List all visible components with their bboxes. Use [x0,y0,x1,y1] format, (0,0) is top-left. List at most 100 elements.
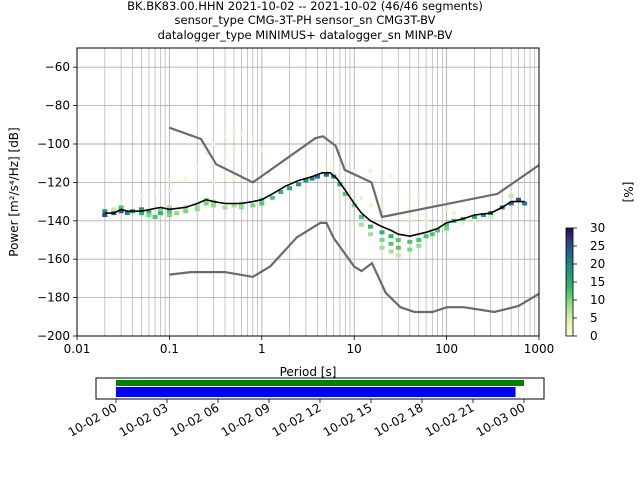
title-line-1: BK.BK83.00.HHN 2021-10-02 -- 2021-10-02 … [127,0,483,13]
density-cell [368,224,373,229]
colorbar-label: [%] [621,182,635,203]
density-cell [369,168,372,173]
density-cell [184,176,188,181]
title-line-2: sensor_type CMG-3T-PH sensor_sn CMG3T-BV [175,13,436,27]
density-cell [369,203,372,208]
density-cell [360,195,363,200]
density-cell [139,207,145,212]
density-cell [303,178,309,183]
colorbar-tick-label: 15 [590,275,605,289]
density-cell [212,180,215,185]
grid [76,48,539,337]
density-cell [166,205,172,210]
density-cell [368,232,373,237]
density-cell [395,253,401,258]
density-cell [508,201,514,206]
colorbar-tick-label: 20 [590,257,605,271]
density-cell [389,174,393,179]
density-cell [359,215,364,219]
density-cell [231,203,237,208]
density-cell [118,209,124,214]
timeline-tick-label: 10-03 00 [474,400,528,439]
density-cell [146,209,152,214]
density-cell [174,211,180,216]
colorbar-tick-label: 30 [590,221,605,235]
plot-background [77,48,539,336]
density-cell [223,153,227,158]
nhnm-line [169,126,540,219]
y-axis: −60 −80 −100 −120 −140 −160 −180 −200 [37,60,77,343]
timeline-tick-label: 10-02 09 [219,400,273,439]
density-cell [232,130,236,135]
density-cell [269,195,275,200]
density-cell [222,205,228,210]
density-cell [445,207,449,212]
y-tick-label: −100 [37,137,70,151]
density-cell [212,161,215,166]
density-cell [480,213,486,217]
density-cell [250,203,256,208]
density-cell [232,176,236,181]
density-cell [407,247,413,252]
colorbar-ramp [565,227,574,337]
density-cell [102,209,108,214]
density-cell [424,218,428,223]
y-tick-label: −120 [37,175,70,189]
density-cell [304,172,308,177]
density-cell [251,165,255,169]
density-cell [388,249,394,254]
colorbar-tick-label: 0 [590,329,598,343]
density-cell [424,201,428,206]
density-cell [379,230,385,235]
density-cell [194,207,200,212]
density-cell [416,243,422,248]
density-cell [408,216,412,221]
x-tick-label: 1000 [524,342,555,356]
density-cell [314,174,320,179]
density-cell [152,215,158,219]
nlnm-line [169,221,540,314]
density-cell [396,184,400,189]
density-cell [380,174,384,179]
density-cell [204,151,208,156]
timeline-tick-label: 10-02 06 [168,400,222,439]
density-cell [435,228,441,233]
colorbar-tick-label: 5 [590,311,598,325]
density-cell [516,197,521,202]
timeline-tick-label: 10-02 12 [270,400,324,439]
density-cell [323,172,329,177]
x-tick-label: 10 [347,342,362,356]
density-cell [146,213,152,217]
density-cell [407,239,413,244]
density-cell [195,165,199,169]
density-cell [223,134,227,139]
density-cell [102,213,108,217]
density-cell [157,211,163,216]
density-cell [444,226,450,231]
density-cell [140,193,144,198]
density-cell [203,201,209,206]
density-cell [396,213,400,217]
density-cell [157,207,163,212]
plot-frame [76,47,540,337]
timeline-tick-label: 10-02 15 [321,400,375,439]
density-cell [324,165,328,169]
density-cell [267,170,271,175]
y-tick-label: −140 [37,214,70,228]
density-cell [416,238,422,242]
density-cell [232,149,236,154]
density-cell [423,234,429,239]
density-cell [408,193,412,198]
density-cell [388,241,394,246]
density-cell [111,207,117,212]
density-cell [211,203,216,208]
x-tick-label: 100 [435,342,458,356]
density-cell [238,205,244,210]
density-cell [471,215,477,219]
density-cell [212,142,215,146]
density-cell [395,245,401,250]
density-cell [379,245,385,250]
x-tick-label: 0.01 [64,342,91,356]
